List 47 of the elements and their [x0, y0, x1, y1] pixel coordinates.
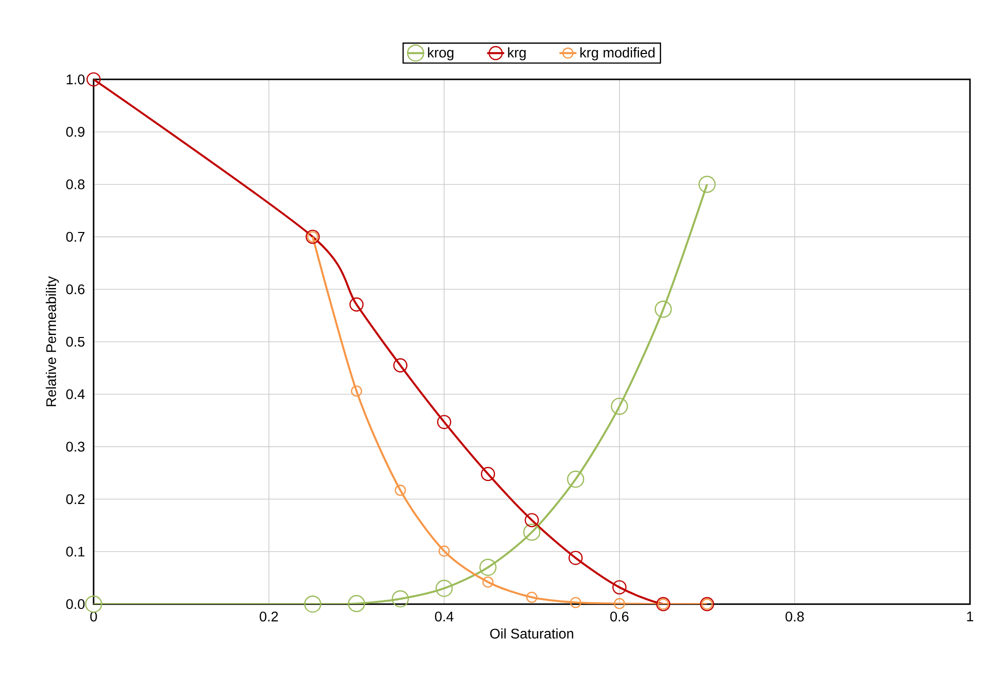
- legend-label: krg: [508, 47, 526, 60]
- y-tick-label: 0.4: [66, 389, 85, 400]
- point: [86, 72, 101, 86]
- point: [567, 470, 584, 488]
- y-tick-label: 0.6: [66, 284, 84, 294]
- legend-label: krog: [428, 47, 454, 60]
- point: [524, 513, 539, 528]
- point: [614, 598, 626, 610]
- point: [610, 398, 628, 415]
- y-tick-label: 0.9: [66, 126, 84, 137]
- y-tick-label: 0.7: [66, 232, 84, 242]
- x-tick-label: 0.6: [610, 612, 629, 622]
- y-axis-title: Relative Permeability: [46, 276, 59, 406]
- point: [568, 550, 583, 565]
- point: [570, 596, 582, 608]
- point: [438, 545, 450, 557]
- y-tick-label: 0.3: [66, 442, 84, 452]
- x-axis-title: Oil Saturation: [490, 628, 574, 639]
- point: [698, 176, 716, 193]
- y-tick-label: 0.8: [66, 179, 84, 190]
- point: [348, 594, 366, 612]
- x-tick-label: 0.2: [260, 612, 278, 622]
- point: [526, 592, 538, 603]
- point: [479, 558, 497, 576]
- point: [394, 484, 406, 496]
- point: [482, 576, 494, 588]
- point: [349, 297, 364, 312]
- point: [304, 595, 322, 613]
- point: [612, 580, 627, 594]
- x-tick-label: 0.4: [435, 612, 454, 622]
- point: [480, 466, 496, 482]
- y-tick-label: 0.1: [66, 546, 84, 557]
- y-tick-label: 0.5: [66, 336, 85, 347]
- point: [392, 590, 409, 608]
- y-tick-label: 0.0: [66, 599, 85, 609]
- point: [393, 358, 408, 372]
- legend-label: krg modified: [580, 47, 655, 60]
- point: [654, 300, 672, 318]
- x-tick-label: 1: [967, 612, 974, 622]
- point: [523, 524, 540, 541]
- point: [85, 595, 102, 613]
- point: [350, 385, 362, 397]
- x-tick-label: 0.8: [786, 612, 804, 622]
- point: [437, 414, 452, 430]
- y-tick-label: 0.2: [66, 494, 84, 504]
- point: [436, 580, 453, 597]
- y-tick-label: 1.0: [66, 74, 85, 84]
